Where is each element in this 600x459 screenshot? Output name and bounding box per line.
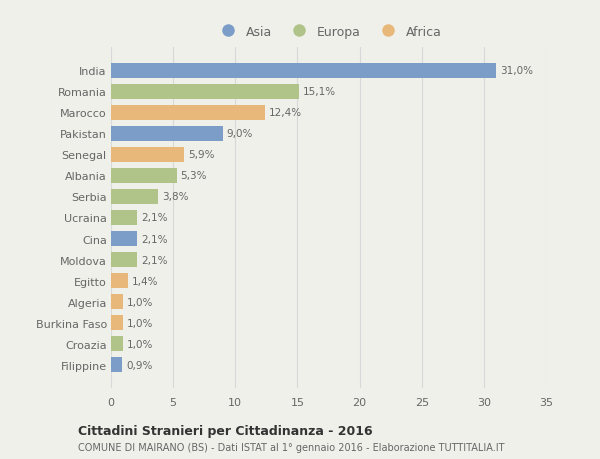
Bar [111,252,137,268]
Bar [111,357,122,372]
Text: 1,0%: 1,0% [127,318,154,328]
Legend: Asia, Europa, Africa: Asia, Europa, Africa [211,21,446,44]
Bar [111,190,158,205]
Bar [111,147,184,162]
Text: COMUNE DI MAIRANO (BS) - Dati ISTAT al 1° gennaio 2016 - Elaborazione TUTTITALIA: COMUNE DI MAIRANO (BS) - Dati ISTAT al 1… [78,442,505,452]
Bar [111,294,124,309]
Text: 2,1%: 2,1% [141,213,167,223]
Text: 12,4%: 12,4% [269,108,302,118]
Text: 1,0%: 1,0% [127,297,154,307]
Text: 0,9%: 0,9% [126,360,152,370]
Text: 1,0%: 1,0% [127,339,154,349]
Bar [111,211,137,225]
Bar [111,84,299,100]
Text: 2,1%: 2,1% [141,234,167,244]
Bar [111,106,265,121]
Text: Cittadini Stranieri per Cittadinanza - 2016: Cittadini Stranieri per Cittadinanza - 2… [78,425,373,437]
Text: 1,4%: 1,4% [132,276,158,286]
Bar [111,168,177,184]
Text: 2,1%: 2,1% [141,255,167,265]
Text: 3,8%: 3,8% [162,192,188,202]
Bar [111,64,496,79]
Bar [111,231,137,246]
Text: 5,3%: 5,3% [181,171,207,181]
Text: 5,9%: 5,9% [188,150,215,160]
Text: 9,0%: 9,0% [227,129,253,139]
Bar [111,274,128,289]
Bar [111,336,124,352]
Text: 15,1%: 15,1% [302,87,335,97]
Text: 31,0%: 31,0% [500,66,533,76]
Bar [111,127,223,142]
Bar [111,315,124,330]
